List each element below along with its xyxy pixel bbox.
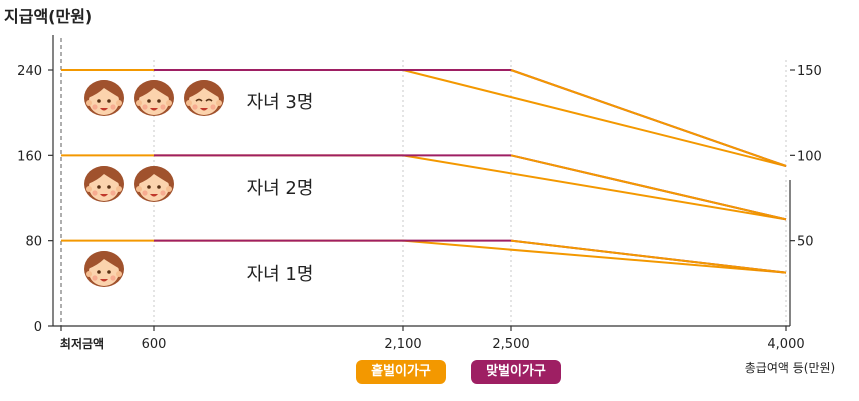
face-eye-right (157, 185, 161, 189)
face-ear-left (136, 100, 142, 106)
face-cheek-right (160, 104, 166, 110)
face-ear-left (86, 100, 92, 106)
child-face-3-1 (84, 80, 124, 116)
face-bangs (88, 251, 120, 269)
face-eye-right (107, 99, 111, 103)
face-ear-left (86, 186, 92, 192)
face-eye-left (97, 270, 101, 274)
face-ear-left (136, 186, 142, 192)
series-line-3-single (61, 69, 787, 167)
x-axis-title: 총급여액 등(만원) (745, 361, 835, 375)
face-ear-right (116, 186, 122, 192)
face-ear-right (216, 100, 222, 106)
child-face-2-1 (84, 166, 124, 202)
face-eye-right (107, 270, 111, 274)
y-tick-label-160: 160 (17, 149, 42, 164)
face-ear-left (86, 271, 92, 277)
face-cheek-left (92, 190, 98, 196)
group-label-2: 자녀 2명 (247, 178, 314, 199)
face-bangs (138, 166, 170, 184)
face-eye-left (97, 185, 101, 189)
legend-dual-income: 맞벌이가구 (471, 360, 561, 384)
x-tick-label-2100: 2,100 (384, 337, 421, 352)
right-tick-label-100: 100 (797, 149, 822, 164)
child-face-1-1 (84, 251, 124, 287)
face-bangs (138, 80, 170, 98)
face-cheek-left (142, 104, 148, 110)
face-cheek-right (210, 104, 216, 110)
x-tick-label-600: 600 (142, 337, 167, 352)
group-label-3: 자녀 3명 (247, 92, 314, 113)
x-tick-label-2500: 2,500 (492, 337, 529, 352)
face-ear-right (166, 186, 172, 192)
x-tick-label-4000: 4,000 (767, 337, 804, 352)
x-tick-label-min: 최저금액 (60, 336, 104, 351)
face-ear-left (186, 100, 192, 106)
face-cheek-left (92, 275, 98, 281)
face-cheek-right (110, 275, 116, 281)
y-tick-label-240: 240 (17, 64, 42, 79)
y-tick-label-80: 80 (25, 235, 42, 250)
face-mouth (200, 108, 208, 111)
child-face-3-2 (134, 80, 174, 116)
child-face-3-3 (184, 80, 224, 116)
group-label-1: 자녀 1명 (247, 264, 314, 285)
face-eye-left (97, 99, 101, 103)
cross-line-2 (510, 239, 787, 274)
right-tick-label-150: 150 (797, 64, 822, 79)
face-mouth (150, 108, 158, 111)
face-eye-left (195, 98, 203, 102)
cross-line-1 (510, 154, 787, 221)
y-tick-label-0: 0 (34, 320, 42, 335)
grid-lines (60, 38, 787, 326)
chart-labels: 0 80 160 240 50 100 150 최저금액 600 2,100 2,500 4,000 지… (4, 7, 835, 375)
face-mouth (100, 279, 108, 282)
face-bangs (88, 166, 120, 184)
face-eye-right (205, 98, 213, 102)
face-ear-right (116, 100, 122, 106)
legend-single-income: 홑벌이가구 (356, 360, 446, 384)
face-eye-right (157, 99, 161, 103)
face-eye-right (107, 185, 111, 189)
face-eye-left (147, 185, 151, 189)
face-bangs (188, 80, 220, 98)
y-axis-title: 지급액(만원) (4, 7, 92, 26)
axes (48, 35, 795, 331)
face-bangs (88, 80, 120, 98)
series-line-3-dual (154, 69, 787, 167)
face-ear-right (116, 271, 122, 277)
child-faces (84, 80, 224, 287)
face-cheek-left (92, 104, 98, 110)
right-tick-label-50: 50 (797, 235, 814, 250)
series-lines (61, 69, 787, 274)
face-cheek-left (192, 104, 198, 110)
face-eye-left (147, 99, 151, 103)
cross-line-0 (510, 69, 787, 167)
face-mouth (150, 194, 158, 197)
face-ear-right (166, 100, 172, 106)
child-face-2-2 (134, 166, 174, 202)
face-cheek-right (110, 104, 116, 110)
face-cheek-right (160, 190, 166, 196)
face-cheek-right (110, 190, 116, 196)
face-mouth (100, 194, 108, 197)
face-mouth (100, 108, 108, 111)
series-line-1-single (61, 239, 787, 274)
face-cheek-left (142, 190, 148, 196)
